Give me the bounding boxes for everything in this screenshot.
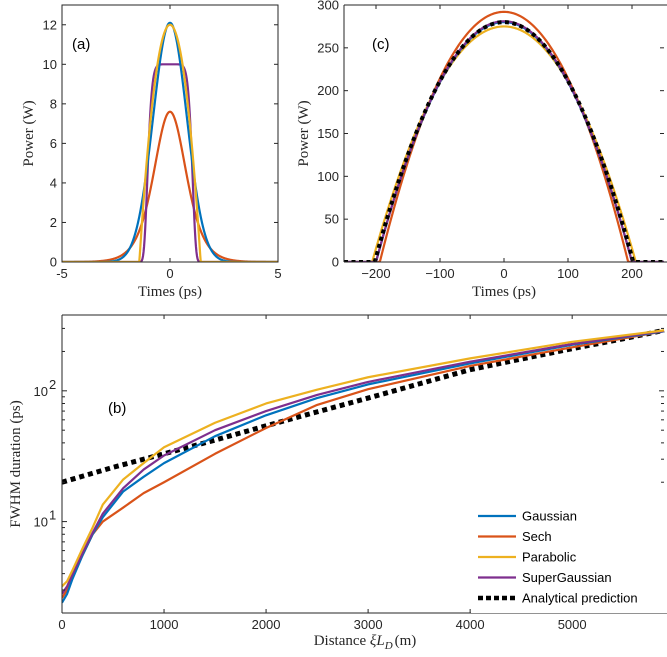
x-tick-label: 1000 (150, 617, 179, 632)
x-axis-label: Times (ps) (472, 284, 536, 300)
x-tick-label: 100 (557, 266, 579, 281)
y-tick-label: 8 (50, 96, 57, 111)
y-tick-label: 12 (43, 17, 57, 32)
panel-label-c: (c) (372, 36, 390, 53)
legend-box (471, 505, 667, 613)
y-tick-label: 6 (50, 136, 57, 151)
y-tick-exponent: 2 (49, 377, 56, 392)
x-tick-label: 3000 (354, 617, 383, 632)
series-line-supergaussian (344, 20, 665, 262)
series-line-sech (344, 10, 665, 262)
y-tick-label: 100 (317, 169, 339, 184)
y-axis-label: Power (W) (296, 100, 312, 166)
y-tick-label: 10 (34, 515, 48, 530)
series-line-analytical-prediction (344, 20, 665, 262)
legend-label: Gaussian (522, 509, 577, 524)
series-line-supergaussian (62, 329, 665, 595)
x-tick-label: 2000 (252, 617, 281, 632)
series-line-parabolic (344, 25, 665, 262)
x-tick-label: 200 (621, 266, 643, 281)
y-tick-label: 300 (317, 0, 339, 13)
y-axis-label: Power (W) (21, 100, 37, 166)
series-line-gaussian (62, 330, 665, 604)
panel-b-plot-area (62, 327, 665, 604)
legend-label: Parabolic (522, 550, 577, 565)
x-axis-label-unit: (m) (395, 633, 417, 649)
y-tick-label: 200 (317, 83, 339, 98)
panel-label-a: (a) (72, 36, 90, 53)
x-axis-label-symbol: ξL (370, 633, 385, 649)
x-axis-label: Distance ξLD (m) (314, 633, 417, 652)
x-tick-label: 0 (58, 617, 65, 632)
y-tick-exponent: 1 (49, 508, 56, 523)
x-tick-label: −100 (425, 266, 454, 281)
x-tick-label: 5000 (558, 617, 587, 632)
legend: Gaussian Sech Parabolic SuperGaussian Analyt… (471, 505, 667, 613)
x-tick-label: −200 (361, 266, 390, 281)
y-tick-label: 50 (325, 212, 339, 227)
series-line-gaussian (62, 21, 278, 262)
x-axis-label-word: Distance (314, 633, 370, 649)
y-tick-label: 0 (50, 255, 57, 270)
panel-a-axes-box (61, 4, 279, 263)
x-tick-label: 4000 (456, 617, 485, 632)
x-tick-label: 0 (500, 266, 507, 281)
y-tick-label: 10 (34, 384, 48, 399)
panel-label-b: (b) (108, 400, 126, 417)
series-line-parabolic (62, 329, 665, 588)
y-tick-label: 2 (50, 215, 57, 230)
y-tick-label: 250 (317, 40, 339, 55)
x-tick-label: 5 (274, 266, 281, 281)
series-line-gaussian (344, 21, 665, 262)
legend-label: Sech (522, 529, 552, 544)
y-tick-label: 150 (317, 126, 339, 141)
x-axis-label-subscript: D (384, 640, 393, 652)
series-line-parabolic (62, 23, 278, 262)
panel-a-plot-area (62, 21, 278, 262)
legend-label: Analytical prediction (522, 591, 638, 606)
x-tick-label: 0 (166, 266, 173, 281)
x-axis-label: Times (ps) (138, 284, 202, 300)
series-line-supergaussian (62, 63, 278, 262)
panel-c-plot-area (344, 10, 665, 262)
legend-label: SuperGaussian (522, 570, 612, 585)
y-tick-label: 4 (50, 175, 57, 190)
y-tick-label: 0 (332, 255, 339, 270)
series-line-analytical-prediction (62, 327, 665, 485)
series-line-sech (62, 110, 278, 262)
y-axis-label: FWHM duration (ps) (8, 400, 24, 528)
x-tick-label: -5 (56, 266, 68, 281)
y-tick-label: 10 (43, 57, 57, 72)
